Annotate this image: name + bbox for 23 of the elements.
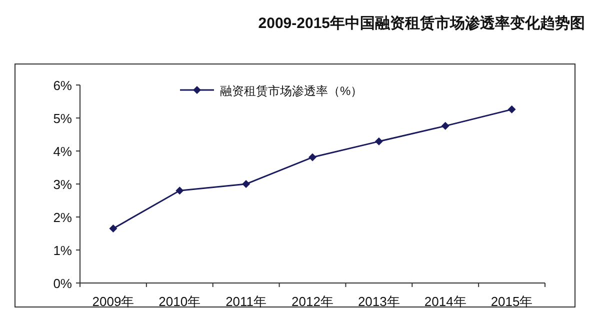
y-tick-label: 1% [53,243,72,258]
x-tick-label: 2015年 [490,294,533,309]
x-tick-label: 2013年 [358,294,400,309]
x-tick-label: 2011年 [226,294,267,309]
point [441,122,450,130]
x-tick-label: 2009年 [92,294,134,309]
point [374,137,383,146]
legend-label: 融资租赁市场渗透率（%） [220,84,363,98]
point [176,186,184,195]
point [508,105,516,114]
y-tick-label: 2% [53,210,72,225]
x-tick-label: 2014年 [424,294,466,309]
point [109,224,118,233]
chart-title: 2009-2015年中国融资租赁市场渗透率变化趋势图 [258,14,585,32]
y-tick-label: 0% [53,276,72,291]
point [308,153,316,162]
y-tick-label: 3% [53,177,72,192]
y-tick-label: 5% [53,111,72,126]
x-tick-label: 2010年 [158,294,201,309]
y-tick-label: 4% [53,144,72,159]
x-tick-label: 2012年 [292,294,334,309]
y-tick-label: 6% [53,78,72,93]
point [242,180,250,188]
